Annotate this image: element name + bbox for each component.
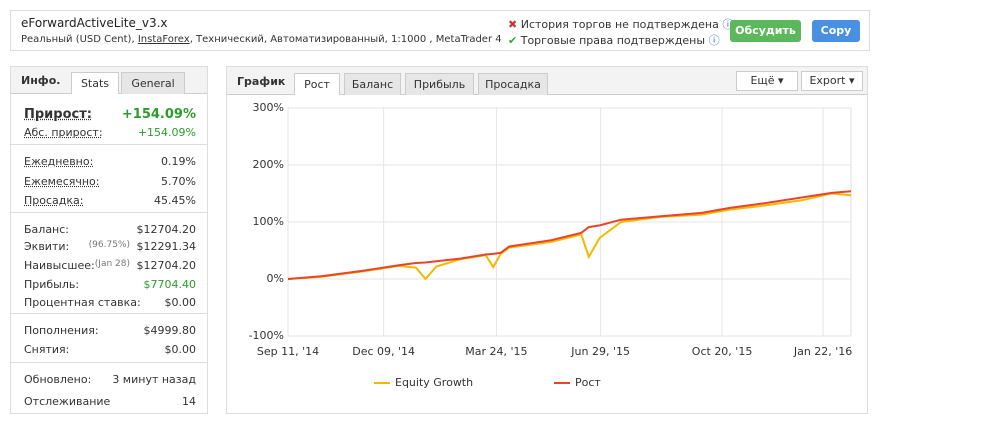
stat-value: 0.19% <box>161 155 196 168</box>
stat-value: 45.45% <box>154 194 196 207</box>
chart: -100% 0% 100% 200% 300% Sep 11, '14 Dec 09, '1… <box>249 101 853 389</box>
series-line <box>287 192 852 281</box>
status-1: ✖ История торгов не подтверждена ⓘ <box>508 18 734 31</box>
stats-panel: Инфо. Stats General Прирост: +154.09% Абс.… <box>10 66 208 414</box>
y-tick-label: 100% <box>253 215 284 228</box>
x-tick-label: Jan 22, '16 <box>793 345 852 358</box>
stat-row: Снятия: $0.00 <box>24 343 196 356</box>
legend-label: Equity Growth <box>395 376 473 389</box>
stat-value: $12291.34 <box>136 240 197 253</box>
stat-label: Ежемесячно: <box>24 175 100 188</box>
y-tick-label: 200% <box>253 158 284 171</box>
stat-row: Прирост: +154.09% <box>24 107 196 122</box>
stat-value: $12704.20 <box>136 223 197 236</box>
stat-label: Баланс: <box>24 223 70 236</box>
chart-panel: График Рост Баланс Прибыль Просадка Ещё … <box>226 66 868 414</box>
stat-value: 3 минут назад <box>112 373 196 386</box>
tab[interactable]: Рост <box>294 73 340 95</box>
stat-row: Отслеживание 14 <box>24 395 196 408</box>
stat-row: Ежемесячно: 5.70% <box>24 175 196 188</box>
stat-label: Прибыль: <box>24 278 80 291</box>
stat-value: $12704.20 <box>136 259 197 272</box>
status-2: ✔ Торговые права подтверждены ⓘ <box>508 34 720 47</box>
details: , Технический, Автоматизированный, 1:100… <box>189 34 502 45</box>
stat-row: Ежедневно: 0.19% <box>24 155 196 168</box>
stat-label: Пополнения: <box>24 324 99 337</box>
stat-row: Баланс: $12704.20 <box>24 223 196 236</box>
y-tick-label: -100% <box>249 329 284 342</box>
stat-value: $0.00 <box>164 296 197 309</box>
stat-label: Абс. прирост: <box>24 126 103 139</box>
legend-label: Рост <box>575 376 601 389</box>
stat-row: Абс. прирост: +154.09% <box>24 126 196 139</box>
stat-row: Процентная ставка: $0.00 <box>24 296 196 309</box>
stat-row: Обновлено: 3 минут назад <box>24 373 196 386</box>
x-tick-label: Jun 29, '15 <box>570 345 630 358</box>
stat-label: Эквити: <box>24 240 70 253</box>
stat-row: Эквити: (96.75%) $12291.34 <box>24 240 196 253</box>
header: eForwardActiveLite_v3.x Реальный (USD Ce… <box>10 10 870 51</box>
tab[interactable]: Stats <box>71 72 119 94</box>
stat-row: Прибыль: $7704.40 <box>24 278 196 291</box>
stat-value: +154.09% <box>121 107 196 122</box>
y-tick-label: 300% <box>253 101 284 114</box>
x-tick-label: Sep 11, '14 <box>257 345 319 358</box>
stat-value: $0.00 <box>164 343 197 356</box>
more-button[interactable]: Ещё ▾ <box>736 71 798 91</box>
stat-label: Наивысшее: <box>24 259 95 272</box>
stat-value: +154.09% <box>137 126 196 139</box>
panel-label: Инфо. <box>21 74 61 87</box>
series-line <box>287 190 852 280</box>
stat-label: Ежедневно: <box>24 155 94 168</box>
stat-row: Просадка: 45.45% <box>24 194 196 207</box>
x-tick-label: Oct 20, '15 <box>692 345 753 358</box>
status-text: История торгов не подтверждена <box>520 18 719 31</box>
stat-row: Пополнения: $4999.80 <box>24 324 196 337</box>
stat-value: $7704.40 <box>143 278 197 291</box>
subtitle: Реальный (USD Cent), InstaForex, Техниче… <box>21 34 502 45</box>
separator <box>11 313 207 314</box>
tab[interactable]: Баланс <box>344 73 401 95</box>
stat-note: (96.75%) <box>88 240 130 250</box>
stat-label: Просадка: <box>24 194 84 207</box>
tab[interactable]: General <box>121 72 185 94</box>
y-tick-label: 0% <box>267 272 284 285</box>
x-tick-label: Mar 24, '15 <box>465 345 527 358</box>
export-label: Export <box>809 74 846 87</box>
stat-label: Снятия: <box>24 343 70 356</box>
stat-value: 5.70% <box>161 175 196 188</box>
stat-label: Прирост: <box>24 107 92 122</box>
stat-note: (Jan 28) <box>94 259 130 269</box>
tab[interactable]: Просадка <box>478 73 548 95</box>
stat-value: 14 <box>182 395 196 408</box>
separator <box>11 212 207 213</box>
stat-row: Наивысшее: (Jan 28) $12704.20 <box>24 259 196 272</box>
separator <box>11 362 207 363</box>
stat-label: Процентная ставка: <box>24 296 141 309</box>
stat-label: Отслеживание <box>24 395 111 408</box>
panel-label: График <box>237 75 286 88</box>
tab[interactable]: Прибыль <box>405 73 474 95</box>
export-button[interactable]: Export ▾ <box>801 71 863 91</box>
separator <box>11 144 207 145</box>
discuss-button[interactable]: Обсудить <box>730 20 801 42</box>
copy-button[interactable]: Copy <box>812 20 860 42</box>
broker-link[interactable]: InstaForex <box>137 34 190 45</box>
status-text: Торговые права подтверждены <box>520 34 706 47</box>
title: eForwardActiveLite_v3.x <box>21 16 168 30</box>
stat-value: $4999.80 <box>143 324 197 337</box>
stat-label: Обновлено: <box>24 373 92 386</box>
more-label: Ещё <box>750 74 775 87</box>
x-tick-label: Dec 09, '14 <box>352 345 415 358</box>
account-type: Реальный (USD Cent), <box>21 34 135 45</box>
